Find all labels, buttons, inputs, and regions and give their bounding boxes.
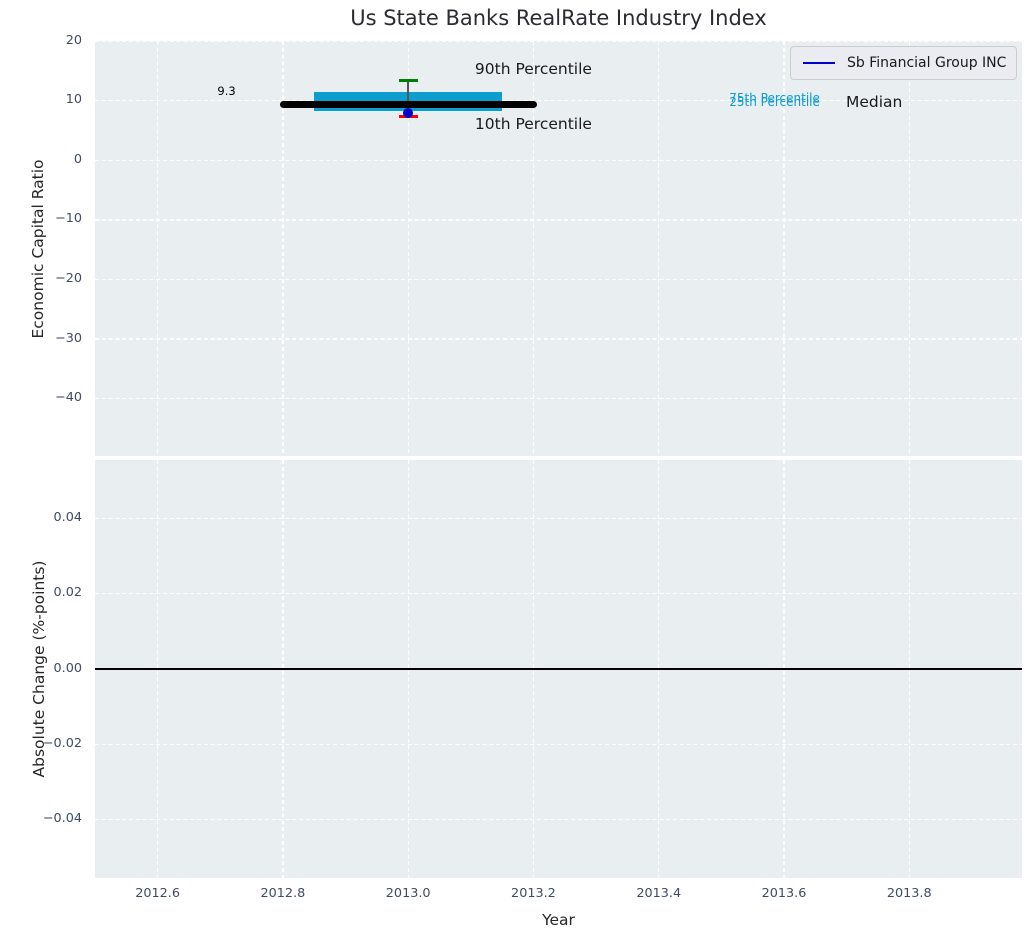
gridline-x — [532, 41, 535, 456]
legend-line-sample — [803, 61, 835, 65]
y-tick-label: −40 — [54, 390, 82, 406]
annotation: Median — [845, 92, 903, 111]
annotation: 9.3 — [217, 83, 236, 98]
gridline-x — [783, 41, 785, 456]
x-tick-label: 2013.2 — [511, 886, 556, 901]
annotation: 10th Percentile — [474, 115, 592, 134]
y-tick-label: 0.04 — [53, 510, 83, 526]
x-tick-label: 2013.8 — [886, 886, 932, 901]
x-tick-label: 2013.0 — [385, 886, 431, 901]
y-tick-label: −0.02 — [42, 735, 82, 751]
gridline-x — [282, 41, 284, 456]
gridline-x — [908, 41, 910, 456]
legend-label: Sb Financial Group INC — [847, 55, 1007, 71]
y-tick-label: −0.04 — [42, 810, 82, 826]
gridline-x — [156, 41, 159, 456]
gridline-y — [95, 219, 1022, 221]
whisker-line — [407, 80, 409, 114]
bottom-plot-area — [95, 460, 1022, 878]
y-axis-label-top: Economic Capital Ratio — [29, 159, 47, 339]
y-tick-label: −30 — [54, 330, 82, 346]
y-tick-label: 0.00 — [53, 660, 83, 676]
company-marker — [403, 108, 414, 119]
gridline-x — [658, 41, 660, 456]
y-tick-label: 20 — [65, 32, 82, 48]
x-axis-label: Year — [542, 911, 575, 929]
y-tick-label: 0 — [73, 151, 82, 167]
legend: Sb Financial Group INC — [790, 46, 1017, 80]
zero-line — [95, 668, 1022, 670]
gridline-y — [95, 40, 1022, 42]
y-tick-label: −10 — [54, 211, 82, 227]
y-tick-label: 0.02 — [53, 585, 83, 601]
gridline-x — [407, 41, 409, 456]
annotation: 75th Percentile — [729, 91, 820, 106]
annotation: 25th Percentile — [729, 94, 820, 109]
gridline-y — [95, 398, 1022, 400]
p90-cap — [398, 79, 418, 83]
chart-title: Us State Banks RealRate Industry Index — [350, 6, 767, 30]
gridline-y — [95, 338, 1022, 340]
gridline-y — [95, 517, 1022, 520]
gridline-y — [95, 278, 1022, 281]
x-tick-label: 2012.8 — [260, 886, 306, 901]
x-tick-label: 2013.4 — [636, 886, 682, 901]
median-line — [279, 101, 537, 109]
y-tick-label: 10 — [65, 92, 82, 108]
gridline-y — [95, 818, 1022, 820]
x-tick-label: 2012.6 — [135, 886, 181, 901]
gridline-y — [95, 593, 1022, 595]
annotation: 90th Percentile — [474, 60, 592, 79]
gridline-y — [95, 743, 1022, 745]
x-tick-label: 2013.6 — [761, 886, 807, 901]
top-plot-area: 9.3 90th Percentile 10th Percentile 75th Pe… — [95, 40, 1022, 456]
gridline-y — [95, 99, 1022, 102]
y-tick-label: −20 — [54, 271, 82, 287]
gridline-y — [95, 159, 1022, 161]
